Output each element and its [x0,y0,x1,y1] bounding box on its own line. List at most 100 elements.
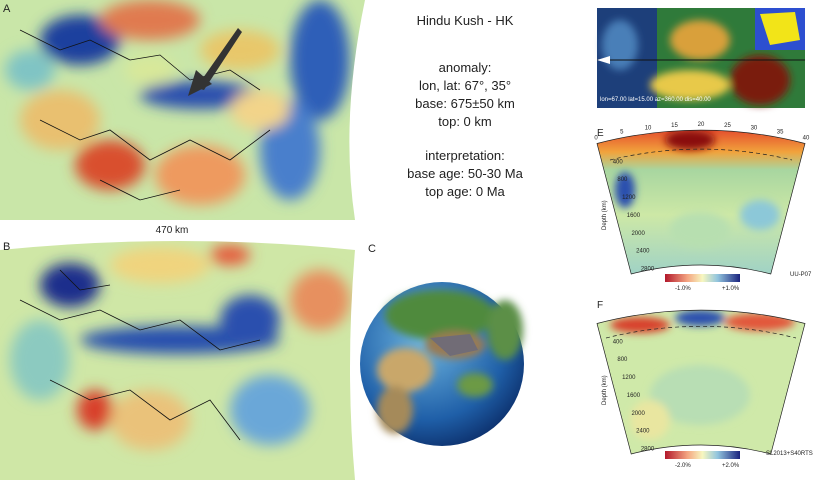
shape [377,290,523,434]
depth-tick-label: 2000 [631,231,645,237]
shape [602,20,638,70]
shape [377,348,433,392]
shape [20,90,100,150]
map-b [0,241,355,480]
shape [650,365,750,425]
section-frame [596,129,806,275]
depth-tick-label: 1200 [622,195,636,201]
depth-tick-label: 2000 [631,411,645,417]
colorbar-label: +2.0% [722,463,740,469]
shape [610,317,670,333]
shape [730,55,790,105]
distance-tick-label: 5 [620,130,624,136]
distance-tick-label: 10 [645,125,652,131]
shape [40,263,100,307]
scale-label: 470 km [156,225,189,236]
globe [360,282,524,446]
model-label: SL2013+S40RTS [766,451,813,457]
depth-ticks: 400 800 1200 1600 2000 2400 2800 [613,159,655,272]
title: Hindu Kush - HK [417,13,514,28]
shape [615,172,635,208]
dashed-boundary [605,325,797,339]
shape [230,90,290,130]
panel-label: A [3,3,11,15]
distance-tick-label: 30 [751,125,758,131]
shape [457,373,493,397]
shape [675,310,725,326]
shape [110,247,210,283]
depth-axis-label: Depth (km) [602,200,608,230]
shape [670,20,730,60]
depth-axis-label: Depth (km) [602,375,608,405]
shape [210,245,250,265]
distance-tick-label: 0 [594,136,598,142]
depth-tick-label: 400 [613,159,624,165]
section-frame [596,309,806,455]
shape [377,386,413,434]
info-line: anomaly: [439,60,492,75]
depth-tick-label: 1200 [622,375,636,381]
colorbar-label: -2.0% [675,463,691,469]
shape [10,245,350,450]
shape [650,70,730,100]
shape [290,0,350,120]
shape [760,12,800,45]
colorbar [665,274,740,282]
shape [385,290,495,340]
shape [188,28,242,96]
shape [75,140,145,190]
shape [10,320,70,400]
shape [290,270,350,330]
panel-label: C [368,243,376,255]
shape [77,390,113,430]
shape [665,130,715,150]
shape [5,0,350,205]
shape [597,56,610,64]
depth-tick-label: 2800 [641,447,655,453]
inset-caption: lon=67.00 lat=15.00 az=360.00 dis=40.00 [600,97,711,103]
map-a [0,0,365,220]
dashed-boundary [609,148,793,161]
depth-tick-label: 400 [613,339,624,345]
depth-tick-label: 1600 [627,393,641,399]
shape [630,400,670,440]
colorbar-label: -1.0% [675,286,691,292]
section-e [597,130,805,274]
depth-ticks: 400 800 1200 1600 2000 2400 2800 [613,339,655,452]
distance-tick-label: 35 [777,130,784,136]
shape [110,390,190,450]
shape [487,300,523,360]
shape [740,200,780,230]
info-line: top age: 0 Ma [425,184,505,199]
distance-tick-label: 20 [698,122,705,128]
panel-label: E [597,128,604,139]
panel-label: B [3,241,10,253]
shape [19,269,261,441]
info-line: top: 0 km [438,114,491,129]
depth-tick-label: 800 [617,357,628,363]
distance-tick-label: 25 [724,123,731,129]
shape [40,15,120,65]
info-line: base: 675±50 km [415,96,515,111]
shape [670,212,730,248]
shape [100,0,200,40]
info-line: lon, lat: 67°, 35° [419,78,511,93]
model-label: UU-P07 [790,272,812,278]
distance-tick-label: 40 [803,136,810,142]
shape [220,295,280,345]
shape [602,20,790,105]
shape [230,375,310,445]
shape [155,145,245,205]
shape [5,50,55,90]
colorbar [665,451,740,459]
depth-tick-label: 1600 [627,213,641,219]
depth-tick-label: 800 [617,177,628,183]
shape [140,81,260,109]
info: Hindu Kush - HK anomaly: lon, lat: 67°, … [407,13,523,199]
shape [430,334,478,356]
depth-tick-label: 2800 [641,267,655,273]
depth-tick-label: 2400 [636,429,650,435]
colorbar-label: +1.0% [722,286,740,292]
inset-map: lon=67.00 lat=15.00 az=360.00 dis=40.00 [597,8,805,108]
